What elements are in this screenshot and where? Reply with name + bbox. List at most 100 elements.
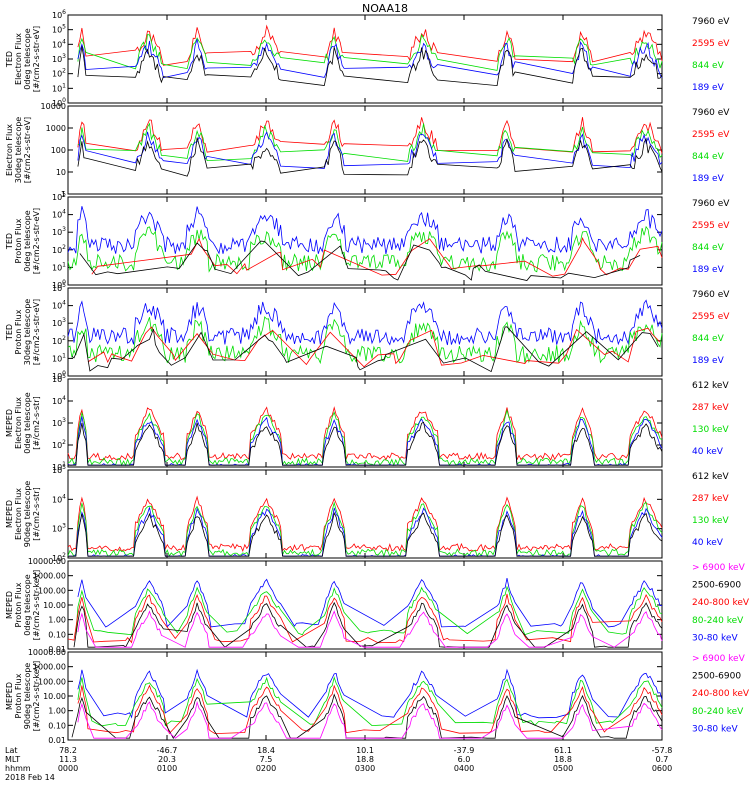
trace-green <box>77 33 663 71</box>
ytick-label: 10000.00 <box>28 557 66 566</box>
ylabel-line: [#/cm2-s-str] <box>32 487 41 540</box>
legend-entry: 2595 eV <box>692 312 730 322</box>
ytick-label: 102 <box>52 244 66 255</box>
trace-black <box>71 693 663 739</box>
ylabel-line: 90deg telescope <box>23 663 32 730</box>
ytick-label: 0.01 <box>48 736 66 745</box>
legend-entry: 844 eV <box>692 334 725 344</box>
ytick-label: 103 <box>52 53 66 64</box>
legend-entry: 2500-6900 <box>692 581 741 591</box>
ytick-label: 105 <box>52 373 66 384</box>
ylabel-line: Electron Flux <box>5 124 14 176</box>
ylabel-line: 90deg telescope <box>23 481 32 548</box>
trace-blue <box>77 578 663 628</box>
legend-entry: 2595 eV <box>692 130 730 140</box>
ylabel-line: Proton Flux <box>14 309 23 354</box>
trace-green <box>67 501 663 558</box>
legend-entry: 2595 eV <box>692 221 730 231</box>
legend-entry: 612 keV <box>692 472 729 482</box>
chart-title: NOAA18 <box>362 2 408 15</box>
legend-entry: 844 eV <box>692 61 725 71</box>
footer-row-label: 2018 Feb 14 <box>5 773 55 782</box>
footer-value: 6.0 <box>458 755 471 764</box>
trace-red <box>67 406 663 461</box>
ytick-label: 102 <box>52 68 66 79</box>
trace-blue <box>77 131 663 169</box>
ytick-label: 103 <box>52 317 66 328</box>
trace-blue <box>67 206 663 255</box>
legend-entry: 2595 eV <box>692 39 730 49</box>
ytick-label: 104 <box>52 493 66 504</box>
ylabel-line: [#/cm2-s-str-eV] <box>32 26 41 92</box>
ylabel-line: [#/cm2-s-str-keV] <box>32 661 41 732</box>
footer-value: 20.3 <box>158 755 176 764</box>
ytick-label: 105 <box>52 282 66 293</box>
trace-black <box>73 601 663 648</box>
legend-entry: 40 keV <box>692 538 724 548</box>
ytick-label: 1 <box>61 190 66 199</box>
legend-entry: 7960 eV <box>692 108 730 118</box>
ylabel-line: MEPED <box>5 409 14 437</box>
ylabel-line: 0deg telescope <box>23 28 32 89</box>
ylabel-line: 0deg telescope <box>23 392 32 453</box>
footer-value: 78.2 <box>59 746 77 755</box>
legend-entry: 2500-6900 <box>692 672 741 682</box>
legend-entry: > 6900 keV <box>692 654 746 664</box>
trace-magenta <box>77 610 663 648</box>
legend-entry: 189 eV <box>692 174 725 184</box>
legend-entry: 7960 eV <box>692 17 730 27</box>
ytick-label: 100 <box>52 97 66 108</box>
trace-green <box>67 316 663 365</box>
trace-magenta <box>77 700 663 739</box>
ytick-label: 100.00 <box>38 586 66 595</box>
ylabel-line: Proton Flux <box>14 582 23 627</box>
ytick-label: 104 <box>52 395 66 406</box>
ylabel-line: Proton Flux <box>14 673 23 718</box>
ytick-label: 1000.00 <box>33 572 66 581</box>
legend-entry: 240-800 keV <box>692 598 750 608</box>
footer-value: 18.8 <box>356 755 374 764</box>
ylabel-line: TED <box>5 233 14 250</box>
legend-entry: 612 keV <box>692 381 729 391</box>
trace-green <box>77 676 663 727</box>
trace-black <box>71 326 659 373</box>
trace-black <box>77 137 663 177</box>
trace-black <box>79 240 641 281</box>
footer-row-label: Lat <box>5 746 18 755</box>
trace-red <box>77 24 663 66</box>
legend-entry: 844 eV <box>692 152 725 162</box>
ytick-label: 101 <box>52 461 66 472</box>
footer-value: -46.7 <box>157 746 178 755</box>
footer-value: 0500 <box>553 764 573 773</box>
trace-blue <box>77 39 663 79</box>
ylabel-line: 30deg telescope <box>23 299 32 366</box>
legend-entry: 844 eV <box>692 243 725 253</box>
ytick-label: 102 <box>52 439 66 450</box>
footer-value: 0000 <box>58 764 78 773</box>
footer-value: -37.9 <box>454 746 475 755</box>
ytick-label: 1000 <box>46 124 66 133</box>
trace-red <box>67 495 663 553</box>
ylabel-line: 0deg telescope <box>23 210 32 271</box>
trace-green <box>67 408 663 467</box>
legend-entry: 189 eV <box>692 83 725 93</box>
legend-entry: 189 eV <box>692 356 725 366</box>
ylabel-line: [#/cm2-s-str-keV] <box>32 570 41 641</box>
ytick-label: 102 <box>52 335 66 346</box>
ylabel-line: MEPED <box>5 500 14 528</box>
ytick-label: 103 <box>52 523 66 534</box>
trace-black <box>77 46 663 87</box>
footer-value: 0300 <box>355 764 375 773</box>
ytick-label: 102 <box>52 552 66 563</box>
trace-green <box>67 225 663 273</box>
legend-entry: 130 keV <box>692 425 729 435</box>
ytick-label: 103 <box>52 417 66 428</box>
ytick-label: 1.00 <box>48 707 66 716</box>
ytick-label: 104 <box>52 300 66 311</box>
legend-entry: > 6900 keV <box>692 563 746 573</box>
ytick-label: 101 <box>52 82 66 93</box>
ytick-label: 105 <box>52 24 66 35</box>
legend-entry: 189 eV <box>692 265 725 275</box>
